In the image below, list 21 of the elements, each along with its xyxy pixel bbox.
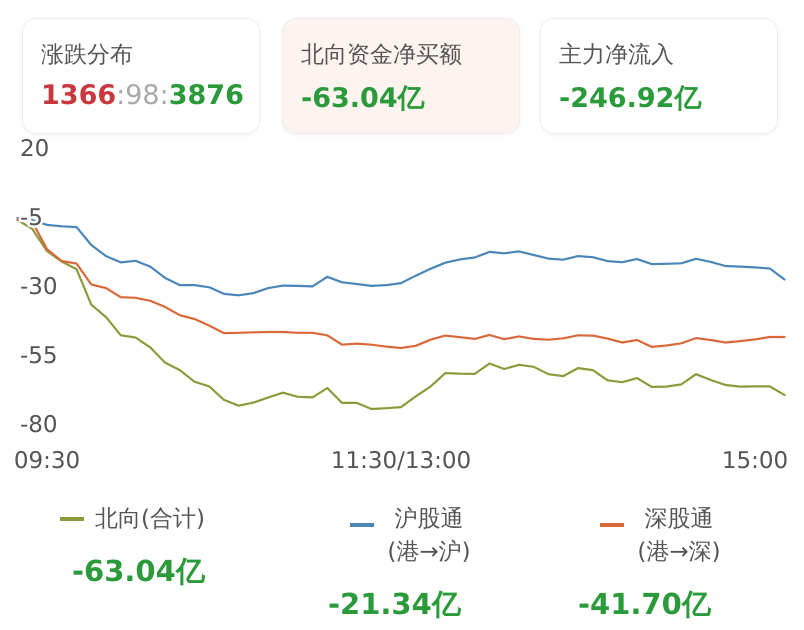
x-tick-label: 15:00 xyxy=(722,448,788,474)
text: 涨跌分布 xyxy=(41,41,134,70)
text: 主力净流入 xyxy=(559,41,675,70)
text: 3876 xyxy=(168,80,244,111)
x-tick-label: 11:30/13:00 xyxy=(330,448,472,474)
y-tick-label: -80 xyxy=(20,412,58,438)
legend-label: 北向(合计) xyxy=(95,505,205,534)
text: :98: xyxy=(116,80,169,111)
text: -63.04亿 xyxy=(72,553,205,590)
x-tick-label: 09:30 xyxy=(14,448,80,474)
text: 1366 xyxy=(41,80,116,111)
y-tick-label: 20 xyxy=(20,136,50,162)
text: 北向资金净买额 xyxy=(301,41,463,70)
text: -63.04亿 xyxy=(301,83,425,114)
y-tick-label: -30 xyxy=(20,274,58,300)
text: -246.92亿 xyxy=(559,83,702,114)
y-tick-label: -55 xyxy=(20,343,58,369)
text: -41.70亿 xyxy=(578,586,711,623)
text: -21.34亿 xyxy=(328,586,461,623)
legend-label: 沪股通(港→沪) xyxy=(386,505,472,567)
legend-label: 深股通(港→深) xyxy=(636,505,722,567)
